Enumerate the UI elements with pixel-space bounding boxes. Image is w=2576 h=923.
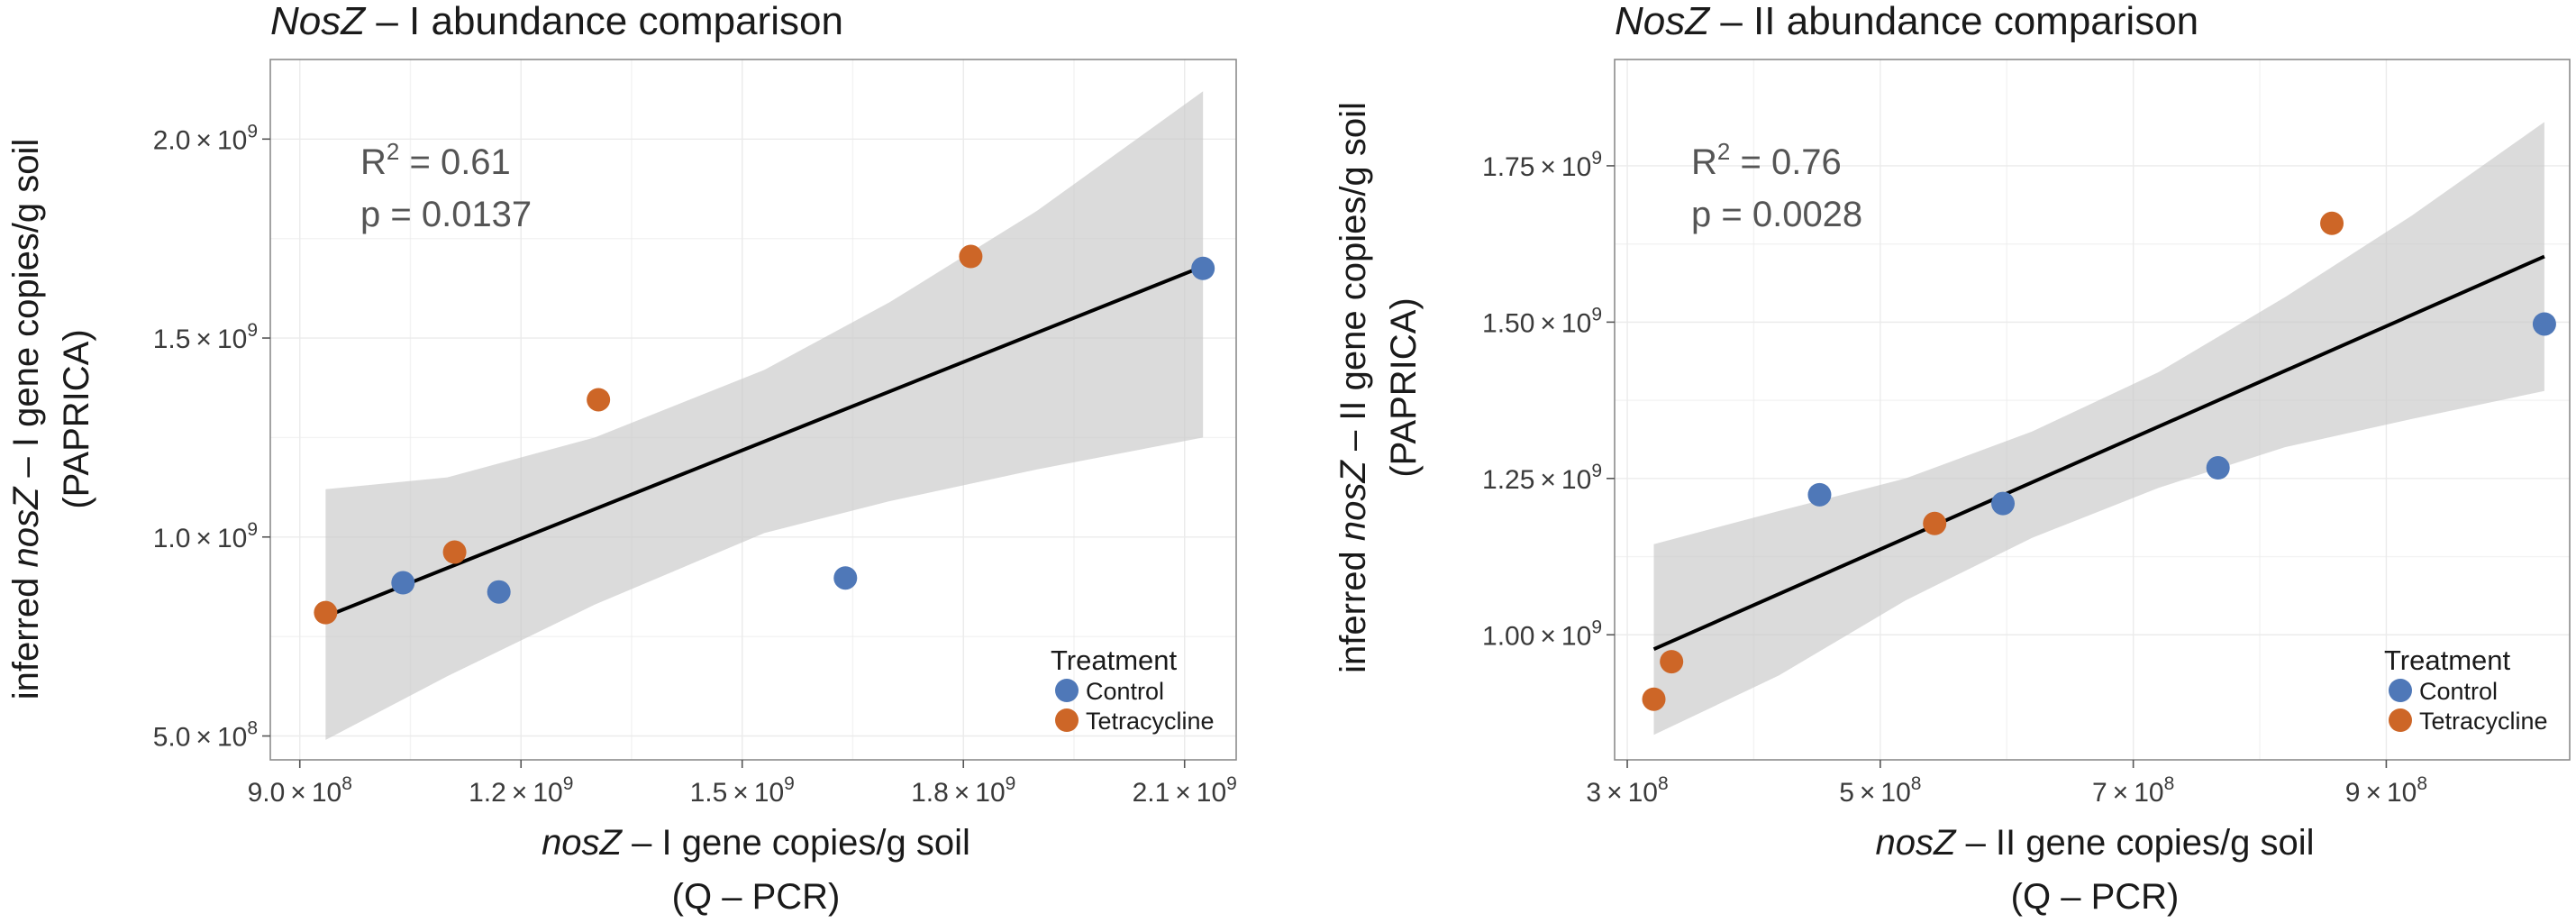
data-point-control <box>487 580 511 604</box>
data-point-control <box>833 566 858 590</box>
x-axis-subtitle: (Q – PCR) <box>672 877 841 917</box>
legend-label-control: Control <box>2419 678 2498 705</box>
legend: Treatment Control Tetracycline <box>1051 644 1215 735</box>
legend-title: Treatment <box>1051 644 1178 676</box>
panel-border <box>269 59 1237 761</box>
legend-swatch-tetracycline <box>2389 708 2412 732</box>
regression-line <box>324 264 1204 618</box>
y-axis-title: inferred nosZ – II gene copies/g soil <box>1334 102 1373 673</box>
chart-title: NosZ – II abundance comparison <box>1615 0 2198 43</box>
y-tick-label: 1.25 × 109 <box>1482 461 1602 495</box>
data-point-tetracycline <box>1660 650 1684 674</box>
confidence-band <box>325 91 1204 740</box>
legend-swatch-control <box>1055 679 1079 702</box>
y-tick-label: 5.0 × 108 <box>153 718 258 753</box>
chart-panel-nosz-ii: NosZ – II abundance comparison 3 × 108 5 … <box>1334 0 2571 917</box>
data-point-control <box>1807 482 1832 507</box>
y-tick-label: 2.0 × 109 <box>153 121 258 155</box>
chart-panel-nosz-i: NosZ – I abundance comparison 9.0 × 108 1… <box>6 0 1237 917</box>
legend-swatch-control <box>2389 679 2412 702</box>
legend-label-tetracycline: Tetracycline <box>1086 708 1215 735</box>
y-tick-label: 1.5 × 109 <box>153 320 258 354</box>
regression-line <box>1652 254 2545 652</box>
chart-title: NosZ – I abundance comparison <box>270 0 843 43</box>
data-point-control <box>391 571 415 595</box>
data-point-control <box>2532 312 2556 336</box>
data-point-tetracycline <box>2320 211 2344 235</box>
panel-border <box>1614 59 2571 761</box>
legend-title: Treatment <box>2384 644 2511 676</box>
data-points <box>1642 211 2556 711</box>
x-axis-ticks: 3 × 108 5 × 108 7 × 108 9 × 108 <box>1586 760 2427 808</box>
y-tick-label: 1.50 × 109 <box>1482 304 1602 338</box>
data-point-control <box>2206 456 2230 480</box>
y-tick-label: 1.0 × 109 <box>153 519 258 553</box>
data-point-tetracycline <box>1642 687 1666 711</box>
x-tick-label: 9 × 108 <box>2345 773 2427 808</box>
x-tick-label: 2.1 × 109 <box>1133 773 1237 808</box>
y-axis-ticks: 5.0 × 108 1.0 × 109 1.5 × 109 2.0 × 109 <box>153 121 270 753</box>
plot-area <box>1614 59 2571 761</box>
y-axis-subtitle: (PAPRICA) <box>1384 297 1424 477</box>
plot-area <box>269 59 1237 761</box>
y-axis-subtitle: (PAPRICA) <box>57 329 96 508</box>
data-point-tetracycline <box>959 244 983 269</box>
x-tick-label: 3 × 108 <box>1586 773 1668 808</box>
legend-label-tetracycline: Tetracycline <box>2419 708 2548 735</box>
data-point-tetracycline <box>1923 511 1947 535</box>
data-point-tetracycline <box>442 540 467 564</box>
y-tick-label: 1.00 × 109 <box>1482 617 1602 651</box>
p-value-annotation: p = 0.0137 <box>360 195 532 234</box>
x-axis-title: nosZ – I gene copies/g soil <box>542 823 970 863</box>
data-points <box>314 244 1215 625</box>
r-squared-annotation: R2 = 0.61 <box>360 138 511 182</box>
data-point-control <box>1991 491 2016 516</box>
legend: Treatment Control Tetracycline <box>2384 644 2548 735</box>
r-squared-annotation: R2 = 0.76 <box>1691 138 1842 182</box>
x-tick-label: 1.2 × 109 <box>469 773 573 808</box>
y-tick-label: 1.75 × 109 <box>1482 148 1602 182</box>
p-value-annotation: p = 0.0028 <box>1691 195 1862 234</box>
data-point-tetracycline <box>314 600 338 625</box>
confidence-band <box>1653 122 2544 736</box>
x-tick-label: 1.5 × 109 <box>690 773 795 808</box>
x-tick-label: 5 × 108 <box>1839 773 1921 808</box>
y-axis-title: inferred nosZ – I gene copies/g soil <box>6 139 46 700</box>
y-axis-ticks: 1.00 × 109 1.25 × 109 1.50 × 109 1.75 × 109 <box>1482 148 1615 651</box>
data-point-control <box>1191 256 1215 280</box>
legend-swatch-tetracycline <box>1055 708 1079 732</box>
x-axis-title: nosZ – II gene copies/g soil <box>1876 823 2315 863</box>
x-tick-label: 7 × 108 <box>2092 773 2174 808</box>
data-point-tetracycline <box>587 388 611 412</box>
x-tick-label: 1.8 × 109 <box>911 773 1015 808</box>
x-tick-label: 9.0 × 108 <box>248 773 352 808</box>
legend-label-control: Control <box>1086 678 1164 705</box>
x-axis-ticks: 9.0 × 108 1.2 × 109 1.5 × 109 1.8 × 109 2.1 … <box>248 760 1237 808</box>
x-axis-subtitle: (Q – PCR) <box>2011 877 2180 917</box>
